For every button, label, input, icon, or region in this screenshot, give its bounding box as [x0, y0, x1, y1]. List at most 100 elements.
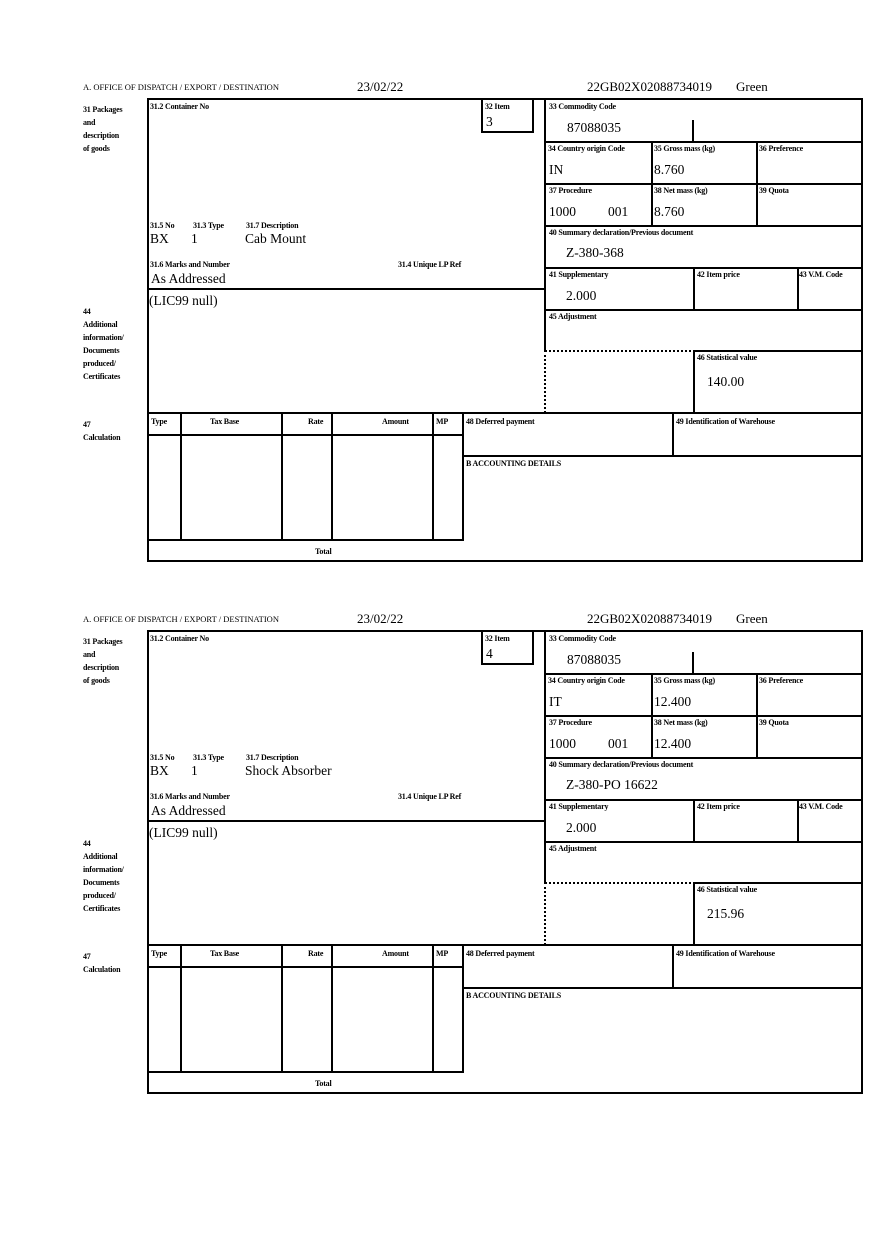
calculation-label: 47 Calculation	[83, 952, 121, 974]
row-divider	[545, 183, 863, 185]
divider-vertical	[544, 882, 546, 945]
col-type: Type	[151, 949, 167, 958]
additional-label: 44 Additional information/ Documents pro…	[83, 839, 124, 913]
calc-col-divider	[432, 412, 434, 541]
calc-header-line	[147, 966, 463, 968]
calc-col-divider	[432, 944, 434, 1073]
warehouse-divider	[672, 944, 674, 988]
marks-value: As Addressed	[151, 803, 226, 818]
statistical-value: 215.96	[707, 906, 745, 921]
col-rate: Rate	[308, 417, 324, 426]
col-divider	[756, 673, 758, 758]
net-mass: 8.760	[654, 204, 685, 219]
container-label: 31.2 Container No	[150, 102, 209, 111]
item-label: 32 Item	[485, 634, 510, 643]
adjustment-dotted	[545, 882, 695, 884]
route: Green	[736, 79, 768, 94]
country-code: IN	[549, 162, 564, 177]
no-label: 31.5 No	[150, 221, 175, 230]
country-code: IT	[549, 694, 562, 709]
commodity-tick	[692, 652, 694, 674]
warehouse-label: 49 Identification of Warehouse	[676, 417, 775, 426]
col-mp: MP	[436, 949, 449, 958]
commodity-tick	[692, 120, 694, 142]
item-form-4: A. OFFICE OF DISPATCH / EXPORT / DESTINA…	[0, 610, 882, 1110]
calc-col-divider	[180, 412, 182, 541]
accounting-label: B ACCOUNTING DETAILS	[466, 459, 561, 468]
col-divider	[651, 673, 653, 758]
package-type: 1	[191, 231, 198, 246]
divider-44-47	[147, 944, 863, 946]
statistical-box	[693, 882, 863, 945]
col-divider	[651, 141, 653, 226]
row-divider	[545, 225, 863, 227]
commodity-label: 33 Commodity Code	[549, 102, 616, 111]
col-tax-base: Tax Base	[210, 949, 240, 958]
item-box	[481, 98, 534, 133]
col-divider	[797, 267, 799, 310]
col-type: Type	[151, 417, 167, 426]
deferred-label: 48 Deferred payment	[466, 949, 535, 958]
row-divider	[545, 673, 863, 675]
container-label: 31.2 Container No	[150, 634, 209, 643]
packages-label: 31 Packages and description of goods	[83, 105, 123, 153]
additional-label: 44 Additional information/ Documents pro…	[83, 307, 124, 381]
statistical-value: 140.00	[707, 374, 745, 389]
description: Cab Mount	[245, 231, 307, 246]
description: Shock Absorber	[245, 763, 332, 778]
total-label: Total	[315, 1079, 332, 1088]
procedure-code: 1000	[549, 736, 576, 751]
divider-31-44	[147, 820, 546, 822]
gross-mass: 12.400	[654, 694, 692, 709]
commodity-label: 33 Commodity Code	[549, 634, 616, 643]
supplementary-label: 41 Supplementary	[549, 802, 609, 811]
description-label: 31.7 Description	[246, 221, 299, 230]
total-label: Total	[315, 547, 332, 556]
description-label: 31.7 Description	[246, 753, 299, 762]
marks-label: 31.6 Marks and Number	[150, 792, 230, 801]
deferred-line	[462, 987, 863, 989]
col-amount: Amount	[382, 949, 409, 958]
office-label: A. OFFICE OF DISPATCH / EXPORT / DESTINA…	[83, 82, 279, 92]
packages-label: 31 Packages and description of goods	[83, 637, 123, 685]
unique-ref-label: 31.4 Unique LP Ref	[398, 260, 462, 269]
package-no: BX	[150, 763, 169, 778]
procedure-additional: 001	[608, 204, 629, 219]
row-divider	[545, 841, 863, 843]
calc-col-divider	[331, 412, 333, 541]
quota-label: 39 Quota	[759, 186, 789, 195]
procedure-label: 37 Procedure	[549, 186, 592, 195]
package-type: 1	[191, 763, 198, 778]
row-divider	[545, 715, 863, 717]
procedure-additional: 001	[608, 736, 629, 751]
divider-vertical	[544, 98, 546, 351]
col-divider	[693, 799, 695, 842]
calc-bottom-line	[147, 1071, 463, 1073]
col-mp: MP	[436, 417, 449, 426]
item-price-label: 42 Item price	[697, 802, 740, 811]
col-amount: Amount	[382, 417, 409, 426]
marks-value: As Addressed	[151, 271, 226, 286]
adjustment-dotted	[545, 350, 695, 352]
commodity-code: 87088035	[567, 652, 621, 667]
vm-code-label: 43 V.M. Code	[799, 270, 843, 279]
mrn: 22GB02X02088734019	[587, 79, 712, 94]
divider-vertical	[544, 630, 546, 883]
calc-col-divider	[281, 944, 283, 1073]
statistical-label: 46 Statistical value	[697, 885, 757, 894]
type-label: 31.3 Type	[193, 753, 224, 762]
preference-label: 36 Preference	[759, 144, 803, 153]
adjustment-label: 45 Adjustment	[549, 312, 597, 321]
supplementary-value: 2.000	[566, 288, 597, 303]
calc-col-divider	[462, 944, 464, 1073]
statistical-box	[693, 350, 863, 413]
additional-info: (LIC99 null)	[149, 293, 218, 308]
country-label: 34 Country origin Code	[548, 144, 625, 153]
divider-31-44	[147, 288, 546, 290]
divider-44-47	[147, 412, 863, 414]
item-form-3: A. OFFICE OF DISPATCH / EXPORT / DESTINA…	[0, 78, 882, 578]
col-divider	[693, 267, 695, 310]
calc-header-line	[147, 434, 463, 436]
supplementary-label: 41 Supplementary	[549, 270, 609, 279]
divider-vertical	[544, 350, 546, 413]
